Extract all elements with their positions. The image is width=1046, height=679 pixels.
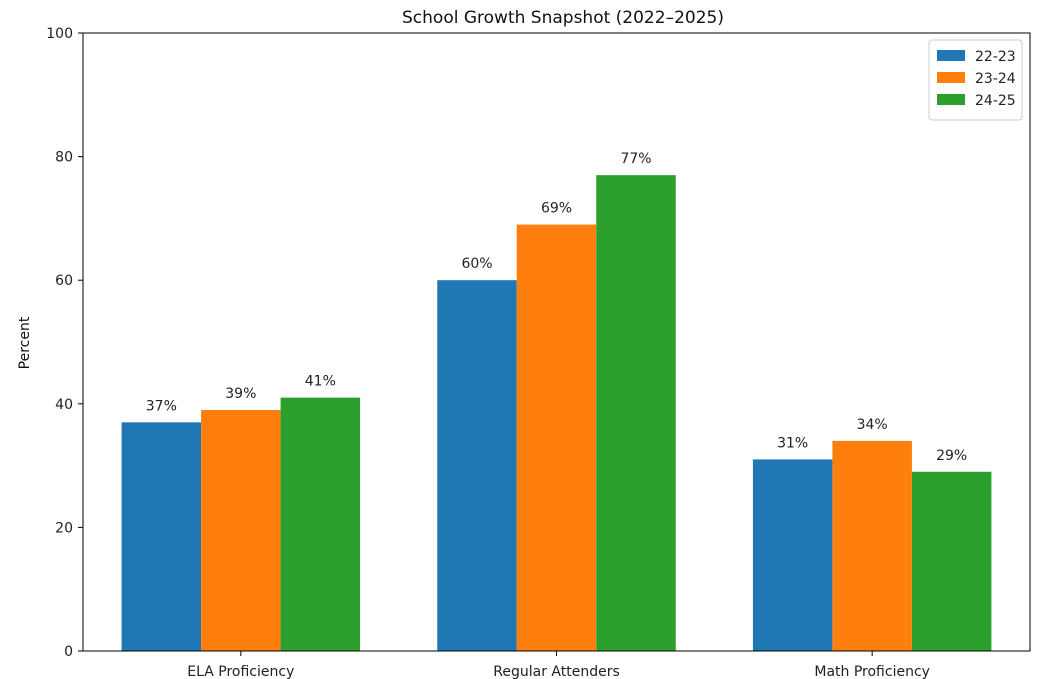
y-tick-label: 60 bbox=[55, 273, 73, 289]
bar-value-label: 41% bbox=[305, 374, 336, 390]
x-tick-label: ELA Proficiency bbox=[187, 664, 294, 679]
bar-24-25-math-proficiency bbox=[911, 471, 992, 651]
bar-value-label: 34% bbox=[857, 417, 888, 433]
legend-label: 23-24 bbox=[975, 71, 1016, 87]
bar-22-23-regular-attenders bbox=[437, 280, 517, 651]
bar-23-24-ela-proficiency bbox=[201, 409, 281, 651]
plot-frame bbox=[82, 32, 1031, 652]
bar-value-label: 60% bbox=[461, 256, 492, 272]
y-tick-label: 80 bbox=[55, 150, 73, 166]
bar-22-23-ela-proficiency bbox=[121, 422, 202, 651]
x-tick-label: Regular Attenders bbox=[493, 664, 620, 679]
bar-value-label: 77% bbox=[620, 151, 651, 167]
y-tick-label: 100 bbox=[46, 26, 73, 42]
legend-swatch bbox=[937, 94, 965, 105]
bar-value-label: 31% bbox=[777, 435, 808, 451]
legend-swatch bbox=[937, 72, 965, 83]
bar-value-label: 29% bbox=[936, 448, 967, 464]
legend-label: 24-25 bbox=[975, 93, 1016, 109]
legend-swatch bbox=[937, 50, 965, 61]
bar-value-label: 37% bbox=[146, 398, 177, 414]
y-tick-label: 20 bbox=[55, 520, 73, 536]
y-tick-label: 0 bbox=[64, 644, 73, 660]
legend: 22-23 23-24 24-25 bbox=[928, 39, 1023, 121]
bar-value-label: 69% bbox=[541, 201, 572, 217]
bar-24-25-ela-proficiency bbox=[280, 397, 361, 651]
bar-24-25-regular-attenders bbox=[596, 175, 676, 651]
bar-23-24-math-proficiency bbox=[832, 440, 912, 651]
y-axis-title: Percent bbox=[17, 316, 33, 369]
bar-23-24-regular-attenders bbox=[516, 224, 597, 651]
bar-22-23-math-proficiency bbox=[752, 459, 833, 651]
axes-layer: ELA Proficiency Regular Attenders Math Pro… bbox=[46, 26, 1031, 679]
bar-value-label: 39% bbox=[225, 386, 256, 402]
y-tick-label: 40 bbox=[55, 397, 73, 413]
chart-title: School Growth Snapshot (2022–2025) bbox=[402, 8, 724, 28]
x-tick-label: Math Proficiency bbox=[814, 664, 930, 679]
bars-layer: 37% 39% 41% 60% 69% 77% 31% 34% 29% bbox=[121, 151, 992, 651]
legend-label: 22-23 bbox=[975, 49, 1016, 65]
